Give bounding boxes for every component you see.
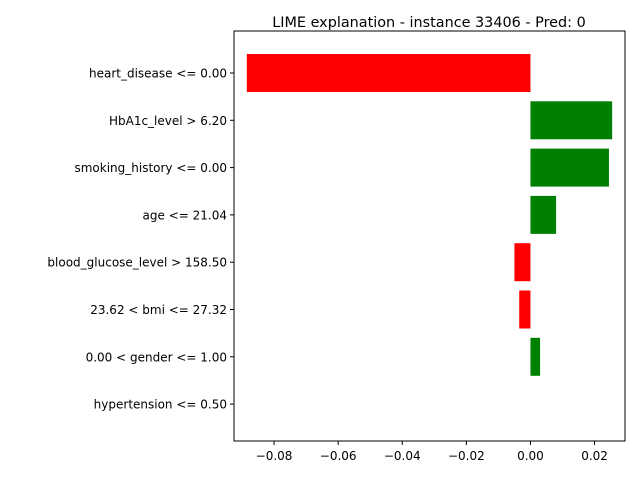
- plot-frame: [233, 30, 626, 442]
- x-tick-label-4: 0.00: [517, 449, 544, 463]
- x-tick-label-5: 0.02: [581, 449, 608, 463]
- chart-title: LIME explanation - instance 33406 - Pred…: [272, 15, 586, 31]
- y-tick-label-7: hypertension <= 0.50: [94, 398, 227, 412]
- bar-4: [514, 243, 531, 282]
- y-tick-labels: heart_disease <= 0.00 HbA1c_level > 6.20 s…: [47, 67, 234, 412]
- y-tick-label-0: heart_disease <= 0.00: [89, 67, 227, 81]
- bar-2: [530, 148, 609, 187]
- bar-5: [519, 290, 531, 329]
- bar-6: [530, 337, 541, 376]
- bar-3: [530, 195, 557, 234]
- y-tick-label-2: smoking_history <= 0.00: [74, 161, 227, 175]
- x-tick-label-2: −0.04: [384, 449, 421, 463]
- x-tick-label-1: −0.06: [320, 449, 357, 463]
- bar-1: [530, 101, 613, 140]
- bar-0: [246, 54, 531, 92]
- y-tick-label-4: blood_glucose_level > 158.50: [47, 256, 227, 270]
- x-axis: −0.08 −0.06 −0.04 −0.02 0.00 0.02: [256, 441, 608, 463]
- y-tick-label-6: 0.00 < gender <= 1.00: [86, 350, 227, 364]
- y-tick-label-3: age <= 21.04: [143, 208, 227, 222]
- bars-group: [246, 54, 613, 376]
- y-tick-label-5: 23.62 < bmi <= 27.32: [90, 303, 227, 317]
- x-tick-label-3: −0.02: [448, 449, 485, 463]
- y-tick-label-1: HbA1c_level > 6.20: [109, 114, 227, 128]
- x-tick-label-0: −0.08: [256, 449, 293, 463]
